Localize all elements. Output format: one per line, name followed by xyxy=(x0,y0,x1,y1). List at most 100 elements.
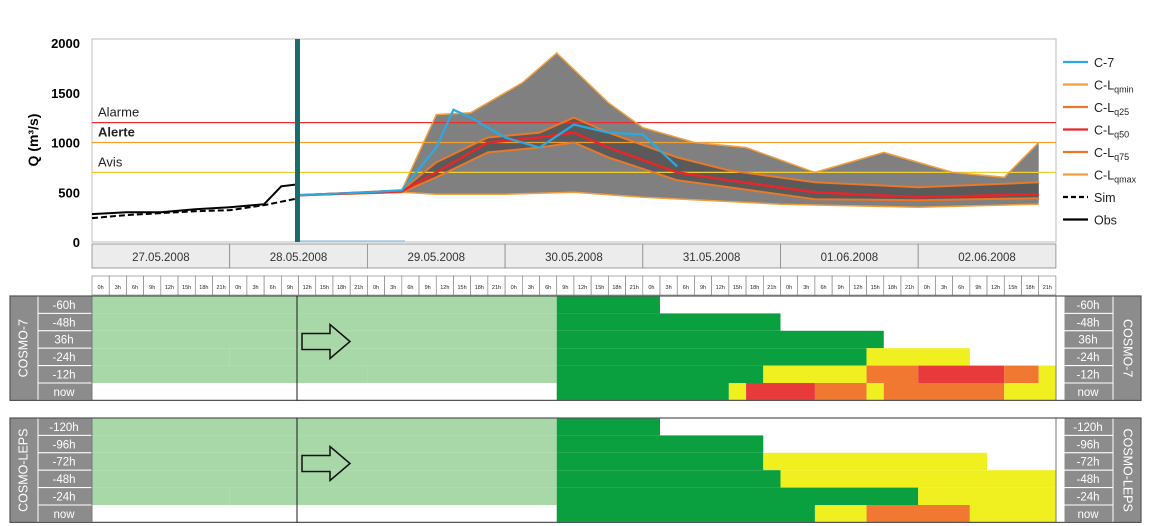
row-label-right: -24h xyxy=(1076,352,1099,364)
warning-cell-green xyxy=(556,452,764,471)
legend: C-7 C-Lqmin C-Lq25 C-Lq50 C-Lq75 C-Lqmax Sim Ob… xyxy=(1063,56,1137,228)
hydrograph-chart: Alarme Alerte Avis 0 500 1000 1500 2000 Q (m³/… xyxy=(25,36,1137,250)
date-label: 30.05.2008 xyxy=(545,252,603,264)
hour-label: 6h xyxy=(407,285,413,291)
legend-label: C-Lq25 xyxy=(1094,101,1129,117)
date-cell xyxy=(780,243,919,269)
date-label: 27.05.2008 xyxy=(132,252,190,264)
series-line-c-l-q50 xyxy=(298,131,1039,199)
row-label-left: -60h xyxy=(52,300,75,312)
date-label: 02.06.2008 xyxy=(958,252,1016,264)
ensemble-band-minmax xyxy=(298,53,1039,208)
row-label-right: -12h xyxy=(1076,370,1099,382)
date-cell xyxy=(229,243,368,269)
series-line-c-l-q75 xyxy=(298,116,1039,197)
date-cell xyxy=(366,243,506,269)
warning-cell-yellow xyxy=(918,487,1056,505)
warning-cell-green xyxy=(556,418,661,436)
hour-label: 6h xyxy=(820,285,826,291)
panel-title-left: COSMO-LEPS xyxy=(16,429,30,512)
warning-cell-yellow xyxy=(866,348,970,366)
warning-cell-light xyxy=(92,435,557,453)
hour-label: 15h xyxy=(320,285,329,291)
row-label-left: -120h xyxy=(49,422,78,434)
hour-label: 12h xyxy=(165,285,174,291)
hour-label: 15h xyxy=(182,285,191,291)
forecast-arrow-icon xyxy=(301,444,352,483)
row-label-left: -96h xyxy=(52,439,75,451)
nwp-panels: COSMO-7 COSMO-7 -60h -60h -48h -48h 36h 36h -24h… xyxy=(9,295,1142,524)
hour-label: 3h xyxy=(115,285,121,291)
row-label-left: now xyxy=(53,509,75,521)
legend-label: C-7 xyxy=(1094,56,1114,70)
warning-cell-light xyxy=(92,330,557,349)
warning-cell-light xyxy=(92,470,557,488)
hour-label: 18h xyxy=(337,285,346,291)
date-cell xyxy=(91,243,231,269)
row-label-left: -48h xyxy=(52,317,75,329)
date-cell xyxy=(917,243,1057,269)
warning-cell-yellow xyxy=(780,470,1056,488)
legend-label: C-Lqmin xyxy=(1094,79,1134,95)
row-label-right: -96h xyxy=(1076,439,1099,451)
warning-cell-yellow xyxy=(1004,383,1056,401)
y-tick-label: 1000 xyxy=(51,136,80,151)
date-label: 01.06.2008 xyxy=(821,252,879,264)
forecast-arrow-icon xyxy=(301,322,352,361)
warning-cell-green xyxy=(556,435,764,453)
row-label-left: -48h xyxy=(52,474,75,486)
legend-label: Sim xyxy=(1094,191,1116,205)
hour-label: 9h xyxy=(149,285,155,291)
panel-outer-frame xyxy=(9,417,1142,524)
hour-label: 18h xyxy=(1025,285,1034,291)
date-axis: 27.05.2008 0h 3h 6h 9h 12h 15h 18h 21h 28.05.2008… xyxy=(91,243,1057,296)
warning-cell-green xyxy=(556,313,781,331)
hour-label: 18h xyxy=(750,285,759,291)
series-line-c-7 xyxy=(298,108,678,197)
row-label-left: -72h xyxy=(52,457,75,469)
hour-label: 9h xyxy=(562,285,568,291)
row-label-right: -60h xyxy=(1076,300,1099,312)
hour-cell xyxy=(1038,275,1057,296)
row-label-left: -24h xyxy=(52,352,75,364)
warning-cell-yellow xyxy=(866,383,884,401)
panel-title-right: COSMO-LEPS xyxy=(1121,429,1135,512)
hour-label: 21h xyxy=(767,285,776,291)
legend-label: C-Lq50 xyxy=(1094,124,1129,140)
hour-label: 0h xyxy=(511,285,517,291)
warning-cell-green xyxy=(556,330,884,349)
warning-cell-light xyxy=(92,487,230,505)
hour-label: 21h xyxy=(492,285,501,291)
hour-label: 15h xyxy=(871,285,880,291)
hour-label: 15h xyxy=(457,285,466,291)
hour-label: 12h xyxy=(440,285,449,291)
panel-title-right: COSMO-7 xyxy=(1121,319,1135,377)
warning-cell-green xyxy=(556,470,781,488)
hour-label: 9h xyxy=(287,285,293,291)
legend-label: Obs xyxy=(1094,214,1117,228)
warning-cell-green xyxy=(556,365,764,383)
forecast-start-marker xyxy=(295,39,300,242)
warning-cell-red xyxy=(746,383,815,401)
warning-cell-light xyxy=(92,348,230,366)
hour-label: 0h xyxy=(648,285,654,291)
warning-cell-red xyxy=(918,365,1005,383)
hour-label: 9h xyxy=(975,285,981,291)
hour-label: 12h xyxy=(578,285,587,291)
row-label-left: now xyxy=(53,387,75,399)
warning-cell-yellow xyxy=(814,505,867,523)
warning-cell-yellow xyxy=(728,383,747,401)
hour-label: 18h xyxy=(888,285,897,291)
warning-cell-light xyxy=(229,348,557,366)
hour-label: 3h xyxy=(666,285,672,291)
warning-cell-green xyxy=(556,487,919,505)
warning-cell-light xyxy=(367,365,557,383)
hour-label: 3h xyxy=(941,285,947,291)
hour-label: 21h xyxy=(354,285,363,291)
row-label-right: -72h xyxy=(1076,457,1099,469)
warning-cell-yellow xyxy=(763,452,988,471)
panel-side-band-left xyxy=(10,296,38,401)
row-label-left: 36h xyxy=(54,335,73,347)
y-tick-label: 2000 xyxy=(51,36,80,51)
